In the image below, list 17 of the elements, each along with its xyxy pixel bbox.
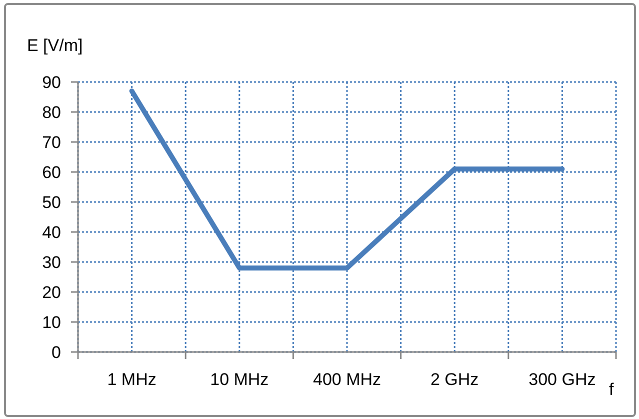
y-tick-label: 10 <box>42 313 61 332</box>
x-tick-label: 300 GHz <box>528 370 596 389</box>
y-tick-label: 0 <box>52 343 61 362</box>
y-tick-label: 30 <box>42 253 61 272</box>
y-tick-label: 70 <box>42 133 61 152</box>
x-tick-label: 1 MHz <box>107 370 156 389</box>
y-tick-label: 60 <box>42 163 61 182</box>
y-tick-label: 20 <box>42 283 61 302</box>
x-axis-title: f <box>609 380 614 400</box>
y-tick-label: 80 <box>42 103 61 122</box>
y-tick-label: 50 <box>42 193 61 212</box>
x-tick-label: 400 MHz <box>312 370 382 389</box>
y-tick-label: 90 <box>42 73 61 92</box>
x-tick-label: 2 GHz <box>430 370 479 389</box>
y-tick-label: 40 <box>42 223 61 242</box>
y-axis-title: E [V/m] <box>27 36 83 56</box>
x-tick-label: 10 MHz <box>210 370 269 389</box>
